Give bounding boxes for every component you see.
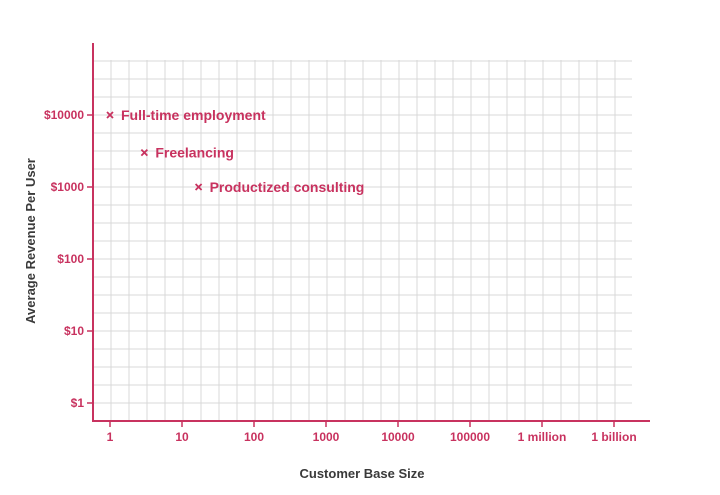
point-label: Full-time employment	[121, 107, 266, 123]
y-tick-label: $1	[71, 396, 85, 410]
x-tick-label: 100000	[450, 430, 490, 444]
data-point: Productized consulting	[194, 179, 365, 195]
grid	[93, 60, 632, 421]
x-tick-label: 10000	[381, 430, 415, 444]
y-tick-label: $10	[64, 324, 84, 338]
point-marker	[194, 183, 203, 191]
x-tick-label: 1000	[313, 430, 340, 444]
point-marker	[106, 111, 114, 119]
y-tick-label: $1000	[51, 180, 85, 194]
point-label: Freelancing	[155, 145, 234, 161]
y-tick-label: $10000	[44, 108, 84, 122]
axes	[92, 43, 650, 422]
point-label: Productized consulting	[210, 179, 365, 195]
x-axis-title: Customer Base Size	[300, 466, 425, 481]
x-tick-label: 1 billion	[591, 430, 636, 444]
x-tick-label: 10	[175, 430, 189, 444]
x-tick-label: 1	[107, 430, 114, 444]
data-points: Full-time employment Freelancing Productiz…	[106, 107, 365, 195]
data-point: Full-time employment	[106, 107, 266, 123]
y-axis-ticks: $1 $10 $100 $1000 $10000	[44, 108, 93, 410]
y-axis-title: Average Revenue Per User	[23, 158, 38, 324]
data-point: Freelancing	[140, 145, 234, 161]
point-marker	[140, 149, 148, 157]
x-tick-label: 100	[244, 430, 264, 444]
y-tick-label: $100	[57, 252, 84, 266]
x-tick-label: 1 million	[518, 430, 567, 444]
x-axis-ticks: 1 10 100 1000 10000 100000 1 million 1 billion	[107, 421, 637, 444]
